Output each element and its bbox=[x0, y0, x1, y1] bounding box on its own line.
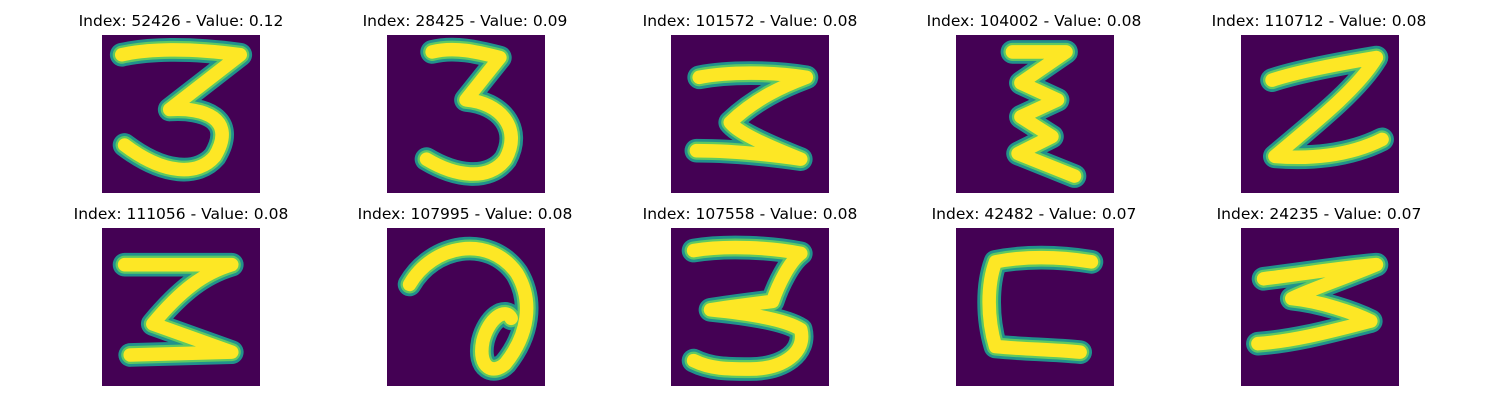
digit-image bbox=[1241, 35, 1399, 193]
panel-title: Index: 110712 - Value: 0.08 bbox=[1154, 12, 1484, 30]
panel-title: Index: 111056 - Value: 0.08 bbox=[16, 205, 346, 223]
digit-image bbox=[671, 35, 829, 193]
digit-image bbox=[387, 228, 545, 386]
digit-image bbox=[102, 35, 260, 193]
digit-image bbox=[956, 228, 1114, 386]
panel-title: Index: 107558 - Value: 0.08 bbox=[585, 205, 915, 223]
digit-image bbox=[102, 228, 260, 386]
digit-image bbox=[1241, 228, 1399, 386]
panel-title: Index: 24235 - Value: 0.07 bbox=[1154, 205, 1484, 223]
panel-title: Index: 104002 - Value: 0.08 bbox=[869, 12, 1199, 30]
digit-image bbox=[671, 228, 829, 386]
panel-title: Index: 107995 - Value: 0.08 bbox=[300, 205, 630, 223]
digit-image bbox=[956, 35, 1114, 193]
panel-title: Index: 42482 - Value: 0.07 bbox=[869, 205, 1199, 223]
panel-title: Index: 28425 - Value: 0.09 bbox=[300, 12, 630, 30]
digit-image bbox=[387, 35, 545, 193]
panel-title: Index: 52426 - Value: 0.12 bbox=[16, 12, 346, 30]
panel-title: Index: 101572 - Value: 0.08 bbox=[585, 12, 915, 30]
